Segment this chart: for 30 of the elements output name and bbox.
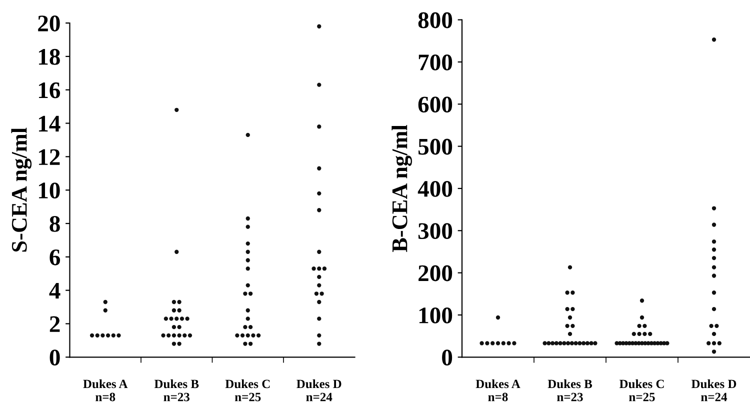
y-tick-label: 14 bbox=[39, 116, 60, 132]
y-axis-title: S-CEA ng/ml bbox=[11, 128, 32, 252]
y-tick-label: 400 bbox=[418, 180, 452, 197]
y-tick-label: 10 bbox=[39, 182, 60, 199]
y-tick-label: 800 bbox=[418, 12, 452, 28]
x-tick-label: Dukes A n=8 bbox=[476, 379, 520, 402]
x-tick-label: Dukes B n=23 bbox=[154, 379, 199, 402]
x-tick-label: Dukes C n=25 bbox=[225, 379, 270, 402]
x-tick-label: Dukes D n=24 bbox=[691, 379, 736, 402]
y-tick-label: 100 bbox=[419, 307, 452, 324]
y-tick-label: 600 bbox=[418, 96, 452, 113]
x-tick-label: Dukes A n=8 bbox=[83, 379, 128, 402]
y-tick-label: 700 bbox=[418, 54, 452, 70]
y-tick-label: 6 bbox=[50, 249, 60, 266]
y-tick-label: 18 bbox=[39, 48, 60, 65]
y-tick-label: 0 bbox=[50, 350, 60, 366]
y-tick-label: 500 bbox=[418, 138, 452, 155]
y-tick-label: 20 bbox=[38, 16, 60, 32]
x-tick-label: Dukes C n=25 bbox=[619, 379, 664, 402]
y-tick-label: 8 bbox=[50, 216, 60, 232]
y-tick-label: 4 bbox=[49, 282, 60, 299]
y-tick-label: 300 bbox=[418, 223, 452, 240]
y-tick-label: 0 bbox=[442, 350, 452, 366]
y-axis-title: B-CEA ng/ml bbox=[392, 124, 412, 252]
x-tick-label: Dukes B n=23 bbox=[548, 379, 592, 402]
x-tick-label: Dukes D n=24 bbox=[296, 379, 342, 402]
y-tick-label: 16 bbox=[39, 82, 60, 98]
y-tick-label: 200 bbox=[418, 265, 452, 282]
y-tick-label: 2 bbox=[50, 316, 60, 332]
y-tick-label: 12 bbox=[39, 149, 60, 165]
